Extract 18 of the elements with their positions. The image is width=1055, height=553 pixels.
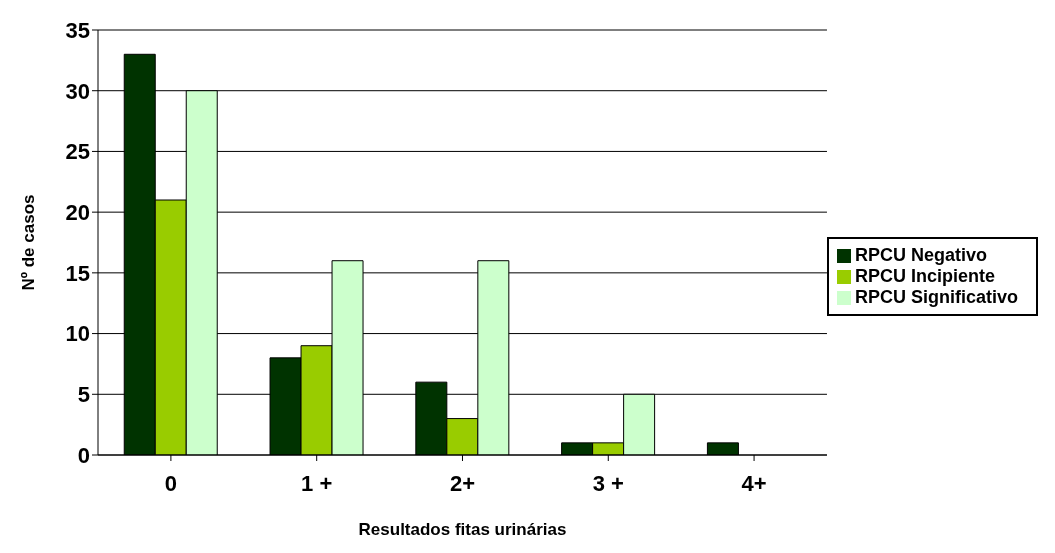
legend-label: RPCU Negativo — [854, 245, 987, 265]
y-tick-label: 0 — [77, 442, 90, 468]
y-tick-label: 5 — [77, 382, 90, 408]
legend-label: RPCU Significativo — [854, 287, 1018, 307]
y-tick-label: 35 — [65, 17, 90, 43]
x-tick-label: 3 + — [592, 470, 624, 496]
x-tick-label: 4+ — [741, 470, 767, 496]
y-tick-label: 15 — [65, 260, 90, 286]
y-axis-title: Nº de casos — [19, 194, 39, 291]
legend-label: RPCU Incipiente — [854, 266, 995, 286]
x-tick-label: 2+ — [449, 470, 476, 496]
x-tick-label: 1 + — [301, 470, 333, 496]
y-tick-label: 20 — [65, 199, 90, 225]
y-tick-label: 25 — [65, 139, 90, 165]
x-tick-label: 0 — [164, 470, 178, 496]
y-tick-label: 30 — [65, 78, 90, 104]
x-axis-title: Resultados fitas urinárias — [358, 520, 567, 539]
y-tick-label: 10 — [65, 321, 90, 347]
